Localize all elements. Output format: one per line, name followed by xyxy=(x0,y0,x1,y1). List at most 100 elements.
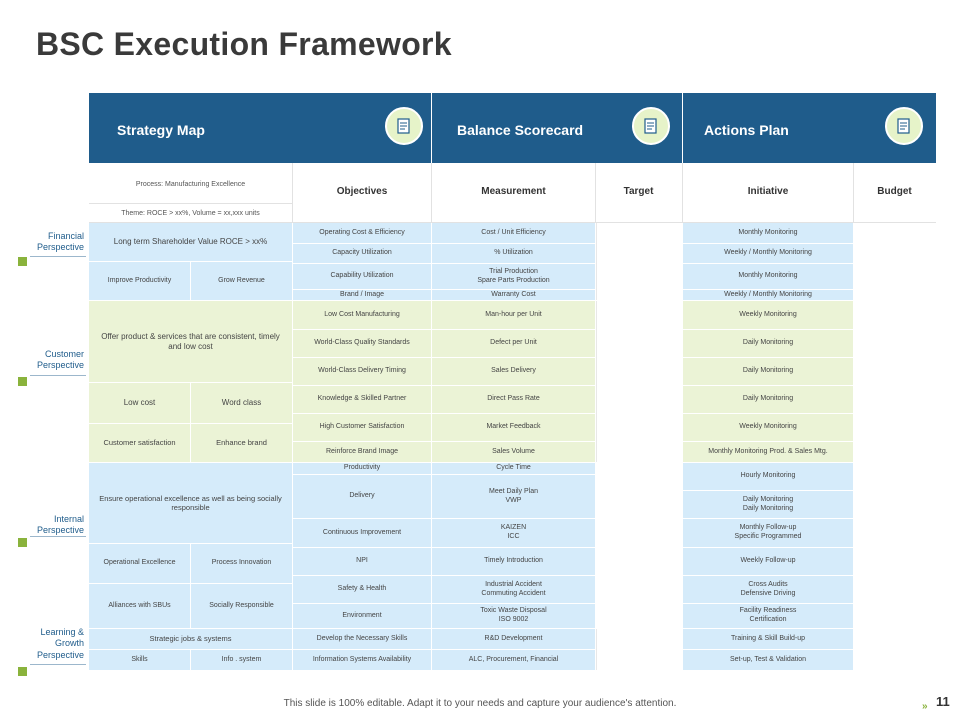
strategy-cell: Ensure operational excellence as well as… xyxy=(89,463,292,543)
bullet-square-icon xyxy=(18,667,27,676)
initiative-cell: Monthly Monitoring xyxy=(683,223,853,243)
objective-cell: Brand / Image xyxy=(293,290,431,300)
initiative-cell: Cross Audits Defensive Driving xyxy=(683,576,853,603)
strategy-cell: Long term Shareholder Value ROCE > xx% xyxy=(89,223,292,261)
measurement-cell: KAIZEN ICC xyxy=(432,519,595,547)
column-budget: Budget xyxy=(877,185,912,197)
initiative-cell: Weekly Monitoring xyxy=(683,414,853,441)
initiative-cell: Daily Monitoring xyxy=(683,358,853,385)
objective-cell: Safety & Health xyxy=(293,576,431,603)
initiative-cell: Set-up, Test & Validation xyxy=(683,650,853,670)
initiative-cell: Daily Monitoring Daily Monitoring xyxy=(683,491,853,518)
measurement-cell: Sales Delivery xyxy=(432,358,595,385)
target-column-fill xyxy=(596,223,682,300)
document-icon xyxy=(885,107,923,145)
header-strategy-map-label: Strategy Map xyxy=(117,122,205,138)
divider xyxy=(89,203,292,204)
header-balance-scorecard-label: Balance Scorecard xyxy=(457,122,584,138)
footer-note: This slide is 100% editable. Adapt it to… xyxy=(283,698,677,709)
objective-cell: Productivity xyxy=(293,463,431,474)
strategy-cell: Process Innovation xyxy=(191,544,292,583)
perspective-financial: Financial Perspective xyxy=(36,231,84,253)
strategy-cell: Grow Revenue xyxy=(191,262,292,300)
initiative-cell: Daily Monitoring xyxy=(683,386,853,413)
measurement-cell: Trial Production Spare Parts Production xyxy=(432,264,595,289)
objective-cell: Reinforce Brand Image xyxy=(293,442,431,462)
initiative-cell: Monthly Monitoring Prod. & Sales Mtg. xyxy=(683,442,853,462)
header-actions-plan-label: Actions Plan xyxy=(704,122,789,138)
initiative-cell: Hourly Monitoring xyxy=(683,463,853,490)
initiative-cell: Daily Monitoring xyxy=(683,330,853,357)
column-objectives: Objectives xyxy=(336,185,388,197)
divider xyxy=(89,222,936,223)
objective-cell: Delivery xyxy=(293,475,431,518)
measurement-cell: Defect per Unit xyxy=(432,330,595,357)
strategy-cell: Strategic jobs & systems xyxy=(89,629,292,649)
strategy-cell: Low cost xyxy=(89,383,190,423)
measurement-cell: ALC, Procurement, Financial xyxy=(432,650,595,670)
divider xyxy=(853,163,854,222)
objective-cell: Capacity Utilization xyxy=(293,244,431,263)
column-target: Target xyxy=(623,185,654,197)
strategy-process: Process: Manufacturing Excellence xyxy=(135,180,246,188)
bullet-square-icon xyxy=(18,538,27,547)
measurement-cell: Market Feedback xyxy=(432,414,595,441)
bullet-square-icon xyxy=(18,377,27,386)
initiative-cell: Training & Skill Build-up xyxy=(683,629,853,649)
initiative-cell: Weekly Monitoring xyxy=(683,301,853,329)
objective-cell: Knowledge & Skilled Partner xyxy=(293,386,431,413)
perspective-divider xyxy=(30,664,86,665)
measurement-cell: Man-hour per Unit xyxy=(432,301,595,329)
strategy-theme: Theme: ROCE > xx%, Volume = xx,xxx units xyxy=(121,209,260,217)
target-column-fill xyxy=(596,629,682,670)
document-icon xyxy=(632,107,670,145)
header-actions-plan: Actions Plan xyxy=(683,93,936,163)
objective-cell: NPI xyxy=(293,548,431,575)
divider xyxy=(595,163,596,222)
page-number: 11 xyxy=(936,694,950,709)
strategy-cell: Info . system xyxy=(191,650,292,670)
initiative-cell: Weekly Follow-up xyxy=(683,548,853,575)
strategy-cell: Word class xyxy=(191,383,292,423)
strategy-cell: Socially Responsible xyxy=(191,584,292,628)
objective-cell: Operating Cost & Efficiency xyxy=(293,223,431,243)
column-initiative: Initiative xyxy=(747,185,789,197)
document-icon xyxy=(385,107,423,145)
strategy-cell: Skills xyxy=(89,650,190,670)
measurement-cell: Warranty Cost xyxy=(432,290,595,300)
initiative-cell: Monthly Follow-up Specific Programmed xyxy=(683,519,853,547)
objective-cell: World-Class Delivery Timing xyxy=(293,358,431,385)
objective-cell: Environment xyxy=(293,604,431,628)
measurement-cell: Industrial Accident Commuting Accident xyxy=(432,576,595,603)
measurement-cell: R&D Development xyxy=(432,629,595,649)
objective-cell: Information Systems Availability xyxy=(293,650,431,670)
header-strategy-map: Strategy Map xyxy=(89,93,431,163)
objective-cell: Develop the Necessary Skills xyxy=(293,629,431,649)
objective-cell: World-Class Quality Standards xyxy=(293,330,431,357)
strategy-cell: Operational Excellence xyxy=(89,544,190,583)
divider xyxy=(292,163,293,222)
measurement-cell: Timely Introduction xyxy=(432,548,595,575)
objective-cell: Low Cost Manufacturing xyxy=(293,301,431,329)
initiative-cell: Facility Readiness Certification xyxy=(683,604,853,628)
measurement-cell: % Utilization xyxy=(432,244,595,263)
initiative-cell: Weekly / Monthly Monitoring xyxy=(683,290,853,300)
objective-cell: High Customer Satisfaction xyxy=(293,414,431,441)
strategy-cell: Improve Productivity xyxy=(89,262,190,300)
initiative-cell: Weekly / Monthly Monitoring xyxy=(683,244,853,263)
double-chevron-icon: » xyxy=(922,701,928,712)
perspective-learning: Learning & Growth Perspective xyxy=(36,627,84,660)
measurement-cell: Toxic Waste Disposal ISO 9002 xyxy=(432,604,595,628)
strategy-cell: Offer product & services that are consis… xyxy=(89,301,292,382)
perspective-divider xyxy=(30,536,86,537)
measurement-cell: Cycle Time xyxy=(432,463,595,474)
bullet-square-icon xyxy=(18,257,27,266)
perspective-internal: Internal Perspective xyxy=(36,514,84,536)
divider xyxy=(682,163,683,222)
strategy-cell: Customer satisfaction xyxy=(89,424,190,462)
page-title: BSC Execution Framework xyxy=(36,26,452,62)
measurement-cell: Direct Pass Rate xyxy=(432,386,595,413)
column-measurement: Measurement xyxy=(481,185,546,197)
target-column-fill xyxy=(596,301,682,462)
objective-cell: Continuous Improvement xyxy=(293,519,431,547)
